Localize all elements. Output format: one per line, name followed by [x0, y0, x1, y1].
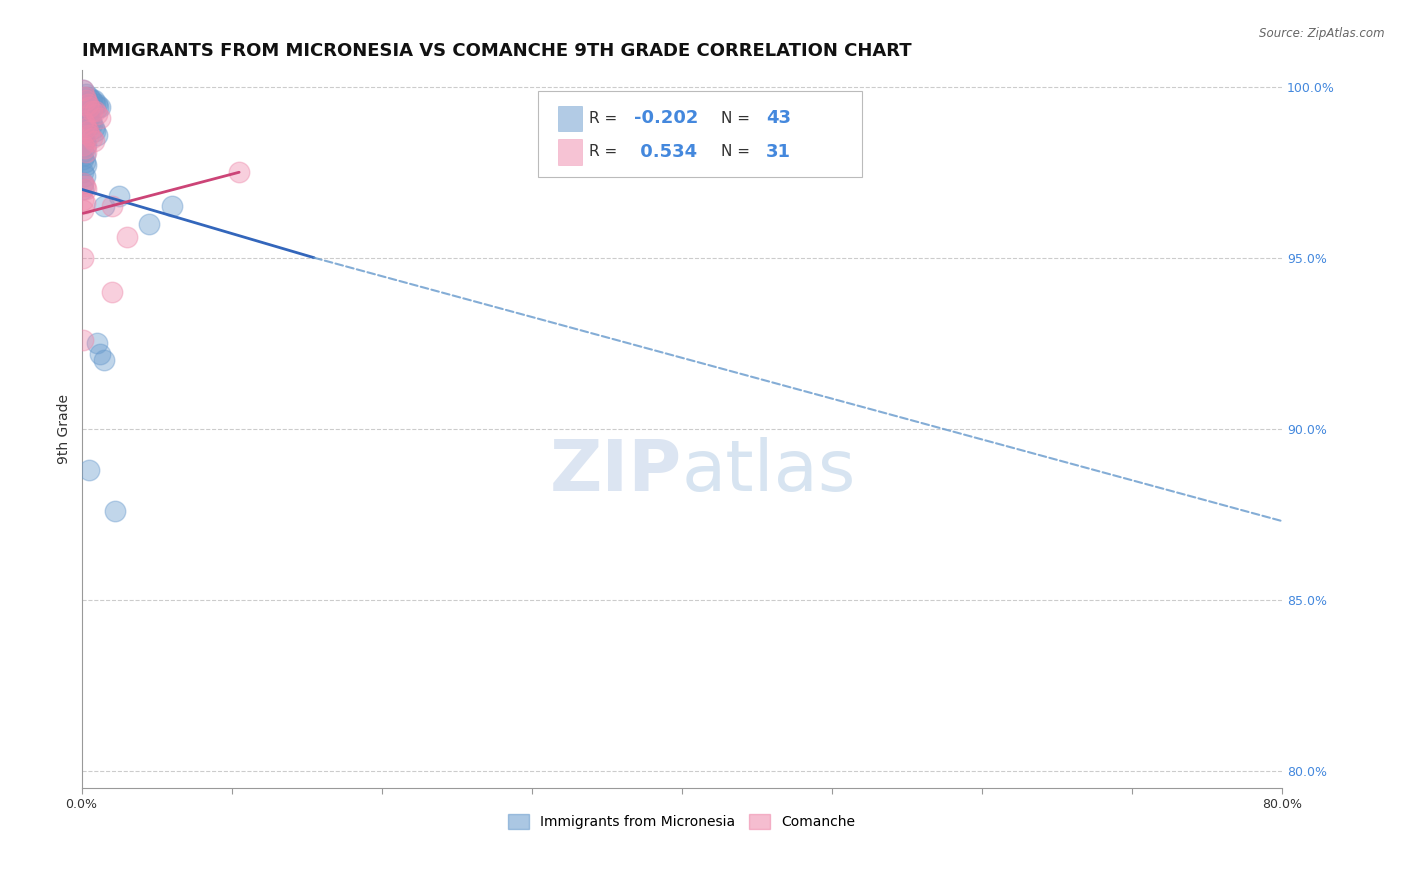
Point: [84, 124, 107, 138]
Point: [72, 103, 94, 118]
Point: [72, 137, 94, 152]
Point: [75, 182, 97, 196]
Point: [104, 504, 127, 518]
Text: 31: 31: [766, 143, 790, 161]
Point: [75, 107, 97, 121]
Point: [83, 120, 105, 135]
Point: [73, 155, 96, 169]
Point: [77, 100, 100, 114]
Point: [77, 128, 100, 142]
Point: [83, 135, 105, 149]
Point: [72, 333, 94, 347]
Point: [89, 346, 111, 360]
Point: [86, 96, 108, 111]
Point: [72, 176, 94, 190]
Point: [73, 90, 96, 104]
Point: [82, 94, 104, 108]
Point: [73, 90, 96, 104]
Point: [73, 196, 96, 211]
Point: [77, 90, 100, 104]
Point: [89, 111, 111, 125]
Point: [79, 114, 101, 128]
Point: [82, 117, 104, 131]
Point: [73, 141, 96, 155]
Point: [84, 103, 107, 118]
Point: [79, 94, 101, 108]
Point: [86, 128, 108, 142]
Point: [89, 100, 111, 114]
Text: 43: 43: [766, 110, 790, 128]
Point: [72, 114, 94, 128]
Point: [82, 131, 104, 145]
Point: [72, 131, 94, 145]
Point: [100, 199, 122, 213]
Text: ZIP: ZIP: [550, 437, 682, 507]
Text: Source: ZipAtlas.com: Source: ZipAtlas.com: [1260, 27, 1385, 40]
Point: [73, 169, 96, 183]
Point: [73, 117, 96, 131]
Point: [115, 230, 138, 244]
Text: -0.202: -0.202: [634, 110, 699, 128]
Point: [73, 178, 96, 193]
Point: [73, 148, 96, 162]
Point: [72, 202, 94, 217]
Point: [84, 96, 107, 111]
Point: [75, 137, 97, 152]
Point: [73, 107, 96, 121]
Point: [75, 158, 97, 172]
Point: [75, 120, 97, 135]
Text: R =: R =: [589, 111, 617, 126]
Point: [75, 145, 97, 159]
Point: [75, 94, 97, 108]
Point: [86, 107, 108, 121]
Point: [72, 182, 94, 196]
Point: [72, 145, 94, 159]
Text: IMMIGRANTS FROM MICRONESIA VS COMANCHE 9TH GRADE CORRELATION CHART: IMMIGRANTS FROM MICRONESIA VS COMANCHE 9…: [82, 42, 911, 60]
Point: [100, 285, 122, 299]
Point: [75, 87, 97, 101]
Point: [93, 199, 115, 213]
FancyBboxPatch shape: [537, 91, 862, 178]
Text: N =: N =: [721, 145, 751, 159]
Point: [83, 94, 105, 108]
Text: R =: R =: [589, 145, 617, 159]
Point: [73, 135, 96, 149]
Text: N =: N =: [721, 111, 751, 126]
Point: [77, 111, 100, 125]
Point: [72, 251, 94, 265]
Point: [76, 111, 98, 125]
Point: [72, 83, 94, 97]
Legend: Immigrants from Micronesia, Comanche: Immigrants from Micronesia, Comanche: [503, 809, 860, 835]
Point: [160, 199, 183, 213]
FancyBboxPatch shape: [558, 105, 582, 131]
Text: atlas: atlas: [682, 437, 856, 507]
Point: [93, 353, 115, 368]
Point: [72, 152, 94, 166]
Text: 0.534: 0.534: [634, 143, 697, 161]
Point: [82, 103, 104, 118]
Point: [76, 94, 98, 108]
Point: [138, 217, 160, 231]
Point: [72, 176, 94, 190]
Point: [76, 124, 98, 138]
Point: [72, 165, 94, 179]
Point: [72, 193, 94, 207]
Point: [77, 463, 100, 477]
Point: [87, 100, 110, 114]
Point: [228, 165, 250, 179]
Point: [76, 96, 98, 111]
FancyBboxPatch shape: [558, 139, 582, 165]
Point: [86, 336, 108, 351]
Point: [108, 189, 131, 203]
Point: [72, 83, 94, 97]
Y-axis label: 9th Grade: 9th Grade: [58, 393, 72, 464]
